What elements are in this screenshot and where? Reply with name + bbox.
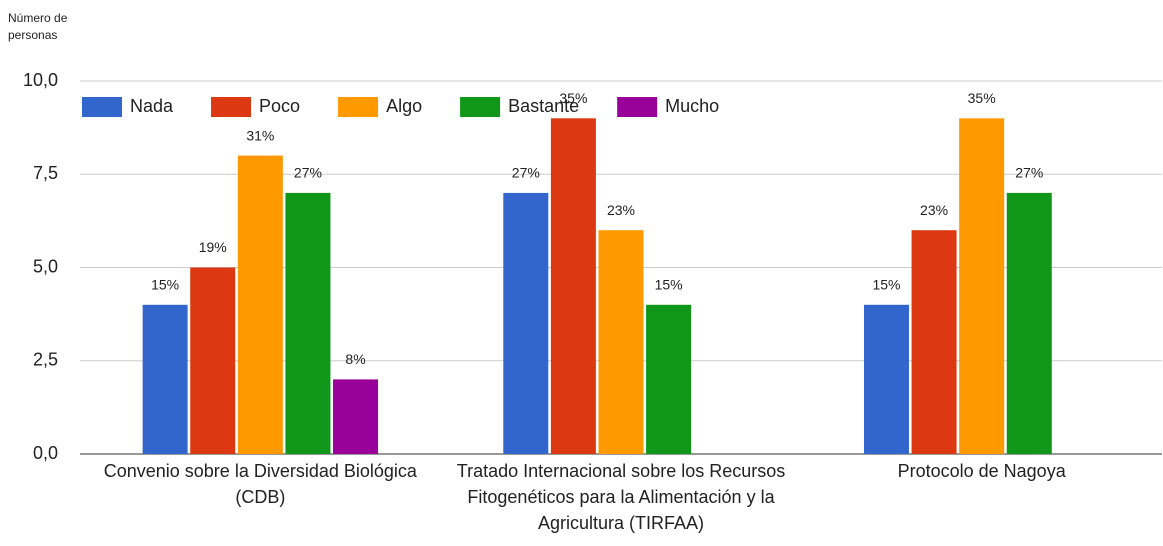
legend-swatch [338,97,379,117]
legend-label: Algo [386,96,422,116]
bar [1006,192,1052,454]
value-label: 31% [246,127,274,143]
bar [646,304,692,454]
legend-swatch [460,97,501,117]
legend-swatch [211,97,252,117]
bar [333,379,379,454]
legend-swatch [617,97,658,117]
bar [863,304,909,454]
bar [959,118,1005,455]
y-tick-label: 5,0 [33,256,58,276]
bar [190,267,236,454]
value-label: 19% [199,239,227,255]
bar [550,118,596,455]
value-label: 23% [920,202,948,218]
bar [285,192,331,454]
y-axis-label: Número de personas [8,11,68,42]
value-label: 27% [1015,165,1043,181]
y-tick-label: 0,0 [33,443,58,463]
y-tick-label: 10,0 [23,70,58,90]
legend-label: Bastante [508,96,579,116]
x-tick-label: Tratado Internacional sobre los Recursos… [456,461,786,533]
y-tick-label: 7,5 [33,163,58,183]
y-tick-label: 2,5 [33,350,58,370]
x-tick-label: Protocolo de Nagoya [897,461,1066,481]
value-label: 23% [607,202,635,218]
legend-label: Mucho [665,96,719,116]
bar [503,192,549,454]
bar [142,304,188,454]
bar [598,230,644,454]
value-label: 27% [294,165,322,181]
bar [237,155,283,454]
value-label: 35% [968,90,996,106]
legend-label: Poco [259,96,300,116]
bar [911,230,957,454]
value-label: 15% [872,277,900,293]
x-tick-label: Convenio sobre la Diversidad Biológica (… [103,461,417,507]
value-label: 15% [151,277,179,293]
value-label: 8% [345,351,365,367]
value-label: 27% [512,165,540,181]
value-label: 35% [559,90,587,106]
value-label: 15% [655,277,683,293]
legend-swatch [82,97,122,117]
legend-label: Nada [130,96,174,116]
